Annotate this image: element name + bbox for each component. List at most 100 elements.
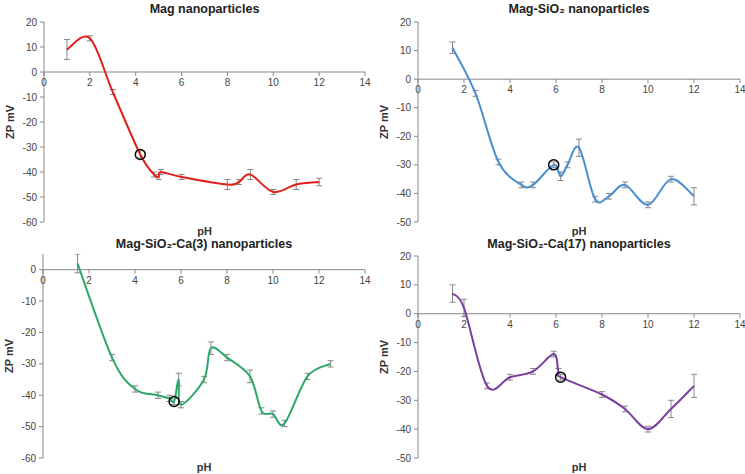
error-bar-cap: [576, 139, 582, 140]
x-axis: [43, 269, 365, 270]
x-tick: [648, 79, 649, 83]
y-tick-label: 0: [31, 67, 37, 78]
error-bar: [691, 374, 697, 397]
error-bar-cap: [558, 380, 564, 381]
error-bar-cap: [171, 404, 177, 405]
y-tick: [414, 256, 418, 257]
figure: Mag nanoparticles-60-50-40-30-20-1001020…: [0, 0, 745, 474]
x-tick-label: 2: [87, 77, 93, 88]
y-tick: [414, 164, 418, 165]
x-tick: [365, 72, 366, 76]
y-tick-label: -50: [22, 421, 37, 432]
x-tick: [694, 79, 695, 83]
error-bar-cap: [179, 174, 185, 175]
error-bar-cap: [75, 272, 81, 273]
y-tick-label: 20: [400, 17, 412, 28]
error-bar-cap: [530, 187, 536, 188]
data-group: [64, 36, 322, 195]
y-tick-label: -30: [397, 159, 412, 170]
x-tick-label: 8: [599, 84, 605, 95]
y-tick-label: 0: [30, 264, 36, 275]
x-tick-label: 10: [642, 319, 654, 330]
error-bar-cap: [668, 417, 674, 418]
y-tick-label: -40: [23, 167, 38, 178]
error-bar-cap: [316, 178, 322, 179]
x-tick-label: 12: [314, 77, 326, 88]
y-tick: [414, 458, 418, 459]
error-bar-cap: [155, 398, 161, 399]
y-tick-label: -30: [23, 142, 38, 153]
x-axis: [44, 72, 365, 73]
error-bar-cap: [691, 397, 697, 398]
x-axis: [418, 79, 740, 80]
highlight-marker: [135, 150, 145, 160]
error-bar-cap: [668, 182, 674, 183]
error-bar-cap: [64, 39, 70, 40]
y-tick-label: 10: [26, 42, 38, 53]
y-tick: [414, 342, 418, 343]
x-axis-label: pH: [572, 461, 587, 473]
error-bar-cap: [293, 189, 299, 190]
x-tick-label: 0: [415, 319, 421, 330]
x-axis-label: pH: [197, 225, 212, 237]
y-tick-label: 10: [400, 45, 412, 56]
y-tick-label: -50: [397, 217, 412, 228]
y-tick: [40, 172, 44, 173]
x-tick: [319, 72, 320, 76]
y-tick-label: -20: [23, 117, 38, 128]
y-axis-label: ZP mV: [4, 104, 16, 139]
y-tick-label: 10: [400, 279, 412, 290]
error-bar-cap: [132, 392, 138, 393]
x-tick-label: 8: [225, 77, 231, 88]
x-tick-label: 10: [267, 275, 279, 286]
error-bar-cap: [691, 374, 697, 375]
y-tick-label: -40: [22, 390, 37, 401]
error-bar-cap: [247, 370, 253, 371]
x-tick-label: 2: [461, 319, 467, 330]
error-bar-cap: [645, 432, 651, 433]
x-tick-label: 4: [132, 275, 138, 286]
data-group: [450, 42, 698, 208]
x-tick-label: 2: [86, 275, 92, 286]
x-tick-label: 14: [359, 275, 371, 286]
chart-title: Mag-SiO₂ nanoparticles: [509, 2, 650, 16]
y-tick: [39, 269, 43, 270]
x-tick: [365, 270, 366, 274]
x-tick-label: 4: [133, 77, 139, 88]
panel: Mag nanoparticles-60-50-40-30-20-1001020…: [4, 2, 371, 237]
error-bar-cap: [282, 426, 288, 427]
error-bar-cap: [507, 374, 513, 375]
error-bar: [64, 40, 70, 60]
x-tick-label: 6: [178, 275, 184, 286]
error-bar-cap: [645, 207, 651, 208]
error-bar-cap: [461, 299, 467, 300]
x-tick: [648, 314, 649, 318]
x-tick-label: 4: [507, 84, 513, 95]
panel: Mag-SiO₂ nanoparticles-50-40-30-20-10010…: [378, 2, 745, 237]
x-tick-label: 10: [268, 77, 280, 88]
x-tick: [89, 72, 90, 76]
x-tick: [602, 79, 603, 83]
y-axis-label: ZP mV: [378, 104, 390, 139]
y-tick: [414, 222, 418, 223]
chart-title: Mag-SiO₂-Ca(17) nanoparticles: [487, 237, 670, 251]
x-tick: [273, 72, 274, 76]
x-tick-label: 2: [461, 84, 467, 95]
x-tick-label: 4: [507, 319, 513, 330]
series-line: [453, 48, 695, 205]
series-line: [78, 263, 331, 425]
chart-title: Mag-SiO₂-Ca(3) nanoparticles: [116, 237, 292, 251]
x-tick: [227, 72, 228, 76]
x-tick-label: 14: [359, 77, 371, 88]
y-tick: [414, 50, 418, 51]
x-tick-label: 0: [40, 275, 46, 286]
y-tick-label: -20: [22, 327, 37, 338]
y-axis: [418, 256, 419, 458]
highlight-marker: [169, 397, 179, 407]
x-tick: [556, 79, 557, 83]
error-bar-cap: [551, 162, 557, 163]
x-axis-label: pH: [197, 461, 212, 473]
y-tick-label: -10: [22, 296, 37, 307]
x-tick-label: 0: [415, 84, 421, 95]
error-bar-cap: [645, 426, 651, 427]
